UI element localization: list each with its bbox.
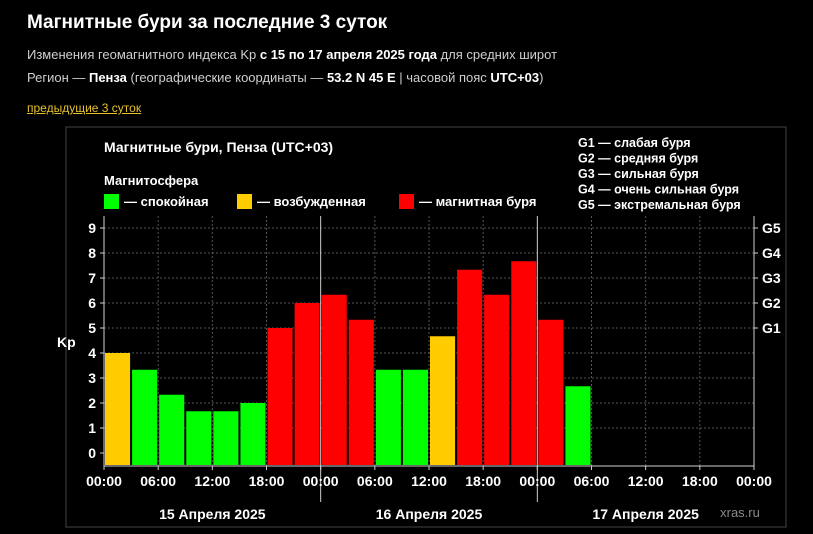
g-legend-item: G4 — очень сильная буря <box>578 183 739 197</box>
grid <box>104 216 754 466</box>
kp-bar <box>105 353 131 465</box>
y-tick-label: 3 <box>88 370 96 386</box>
y-axis-label: Kp <box>57 334 76 350</box>
g-legend-item: G5 — экстремальная буря <box>578 198 741 212</box>
legend-swatch <box>104 194 119 209</box>
kp-bar <box>484 294 510 465</box>
y-tick-label: 2 <box>88 395 96 411</box>
x-tick-label: 06:00 <box>140 473 176 489</box>
legend: — спокойная — возбужденная — магнитная бур… <box>104 194 536 209</box>
kp-bar <box>402 369 428 465</box>
date-range-bold: с 15 по 17 апреля 2025 года <box>259 47 437 62</box>
kp-bar <box>294 303 320 465</box>
bars <box>105 261 591 465</box>
kp-bar <box>321 294 347 465</box>
day-label: 17 Апреля 2025 <box>592 506 699 522</box>
region-coords-label: (географические координаты — <box>126 70 327 85</box>
kp-bar <box>457 269 483 465</box>
x-tick-label: 06:00 <box>574 473 610 489</box>
chart-title: Магнитные бури, Пенза (UTC+03) <box>104 139 333 155</box>
region-tz-label: | часовой пояс <box>395 70 491 85</box>
legend-label: — спокойная <box>124 194 209 209</box>
y-tick-label: 1 <box>88 420 96 436</box>
kp-bar <box>186 411 212 465</box>
x-tick-label: 18:00 <box>682 473 718 489</box>
watermark: xras.ru <box>720 505 760 520</box>
legend-label: — возбужденная <box>257 194 366 209</box>
legend-swatch <box>237 194 252 209</box>
g-tick-label: G1 <box>762 320 781 336</box>
kp-bar <box>375 369 401 465</box>
y-tick-label: 8 <box>88 245 96 261</box>
kp-bar <box>430 336 456 465</box>
previous-3-days-link[interactable]: предыдущие 3 суток <box>27 101 142 115</box>
x-tick-label: 00:00 <box>303 473 339 489</box>
kp-bar <box>348 319 374 465</box>
kp-bar <box>159 394 185 465</box>
region-prefix: Регион — <box>27 70 89 85</box>
region-city: Пенза <box>88 70 127 85</box>
date-range-suffix: для средних широт <box>436 47 558 62</box>
g-tick-label: G3 <box>762 270 781 286</box>
y-tick-label: 4 <box>88 345 96 361</box>
legend-label: — магнитная буря <box>419 194 536 209</box>
kp-bar <box>267 328 293 465</box>
g-legend-item: G3 — сильная буря <box>578 167 699 181</box>
x-tick-label: 18:00 <box>249 473 285 489</box>
y-tick-label: 6 <box>88 295 96 311</box>
day-label: 15 Апреля 2025 <box>159 506 266 522</box>
legend-swatch <box>399 194 414 209</box>
page-title: Магнитные бури за последние 3 суток <box>27 12 388 33</box>
g-legend-item: G2 — средняя буря <box>578 152 698 166</box>
date-range-line: Изменения геомагнитного индекса Kp с 15 … <box>27 47 557 62</box>
kp-bar <box>213 411 239 465</box>
kp-bar <box>538 319 564 465</box>
x-tick-label: 00:00 <box>86 473 122 489</box>
x-tick-label: 00:00 <box>519 473 555 489</box>
x-tick-label: 12:00 <box>411 473 447 489</box>
day-label: 16 Апреля 2025 <box>376 506 483 522</box>
legend-title: Магнитосфера <box>104 173 199 188</box>
g-tick-label: G4 <box>762 245 781 261</box>
x-tick-label: 12:00 <box>194 473 230 489</box>
kp-bar <box>511 261 537 465</box>
region-coords: 53.2 N 45 E <box>326 70 396 85</box>
kp-bar <box>565 386 591 465</box>
x-tick-label: 06:00 <box>357 473 393 489</box>
x-tick-label: 00:00 <box>736 473 772 489</box>
y-tick-label: 0 <box>88 445 96 461</box>
kp-bar <box>132 369 158 465</box>
x-tick-label: 18:00 <box>465 473 501 489</box>
date-range-prefix: Изменения геомагнитного индекса Kp <box>27 47 260 62</box>
g-tick-label: G2 <box>762 295 781 311</box>
region-line: Регион — Пенза (географические координат… <box>27 70 544 85</box>
g-legend-item: G1 — слабая буря <box>578 136 691 150</box>
region-timezone: UTC+03 <box>490 70 540 85</box>
y-tick-label: 9 <box>88 220 96 236</box>
y-tick-label: 7 <box>88 270 96 286</box>
y-tick-label: 5 <box>88 320 96 336</box>
kp-bar <box>240 403 266 465</box>
region-suffix: ) <box>539 70 544 85</box>
g-tick-label: G5 <box>762 220 781 236</box>
x-tick-label: 12:00 <box>628 473 664 489</box>
axes: 0 1 2 3 4 5 6 7 8 9 G1 G2 G3 G4 G5 00:00 06:00 12:00 18:00… <box>86 216 781 522</box>
